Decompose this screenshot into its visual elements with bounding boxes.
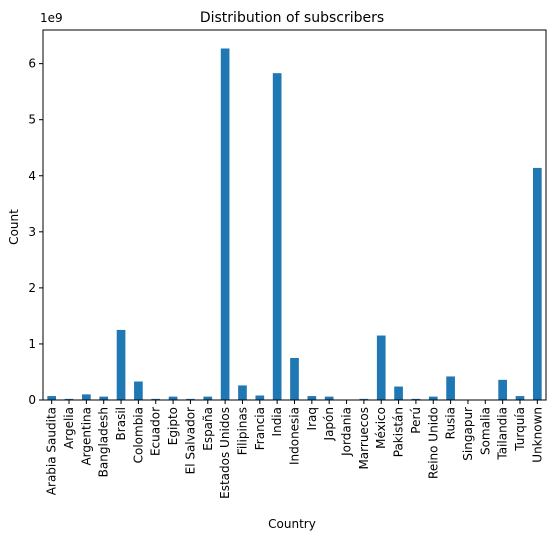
bar — [168, 396, 178, 400]
y-axis-label: Count — [7, 209, 21, 245]
chart-marks: 0 1 2 3 4 5 6 Arabia Saudita Argelia Argentina Ban… — [28, 48, 544, 499]
x-tick-label: Perú — [409, 407, 423, 434]
x-tick-label: Argelia — [62, 407, 76, 449]
bar — [203, 396, 213, 400]
bar — [238, 385, 247, 400]
bar — [428, 396, 438, 400]
bar — [272, 73, 282, 401]
bar — [498, 379, 507, 400]
x-tick-label: México — [374, 407, 388, 449]
x-tick-label: Pakistán — [392, 407, 406, 457]
x-tick-label: Arabia Saudita — [45, 407, 59, 495]
y-tick-label: 6 — [28, 57, 36, 71]
bar — [324, 396, 334, 400]
bar — [376, 335, 386, 400]
bar — [446, 376, 455, 400]
x-tick-label: Reino Unido — [426, 407, 440, 479]
x-tick-label: Francia — [253, 407, 267, 450]
bar — [411, 398, 421, 400]
x-tick-label: Colombia — [131, 407, 145, 463]
bar — [532, 167, 542, 400]
plot-frame — [42, 29, 547, 401]
x-tick-label: España — [201, 407, 215, 451]
bar — [394, 386, 403, 400]
x-tick-label: Argentina — [79, 407, 93, 466]
bar — [307, 396, 317, 400]
y-tick-label: 3 — [28, 225, 36, 239]
x-tick-label: Rusia — [444, 407, 458, 439]
y-multiplier-label: 1e9 — [40, 11, 63, 25]
x-tick-label: Estados Unidos — [218, 407, 232, 499]
y-tick-label: 2 — [28, 281, 36, 295]
bar — [151, 398, 161, 400]
x-tick-label: Iraq — [305, 407, 319, 430]
bar — [290, 357, 299, 400]
bar — [359, 398, 369, 400]
x-tick-label: El Salvador — [183, 407, 197, 474]
y-tick-label: 5 — [28, 113, 36, 127]
x-tick-label: Indonesia — [288, 407, 302, 465]
x-tick-label: Bangladesh — [97, 407, 111, 477]
x-tick-label: Ecuador — [149, 407, 163, 456]
x-tick-label: Singapur — [461, 407, 475, 461]
y-tick-label: 4 — [28, 169, 36, 183]
y-tick-label: 0 — [28, 393, 36, 407]
x-tick-label: Japón — [322, 407, 336, 441]
x-tick-label: Jordania — [340, 407, 354, 457]
bar — [82, 394, 91, 400]
x-tick-label: Brasil — [114, 407, 128, 440]
bar — [134, 381, 143, 400]
bar — [186, 398, 195, 400]
x-tick-label: India — [270, 407, 284, 436]
bar — [99, 396, 109, 400]
x-tick-label: Egipto — [166, 407, 180, 445]
y-tick-label: 1 — [28, 337, 36, 351]
bar — [116, 329, 126, 400]
bar — [47, 396, 57, 400]
x-tick-label: Filipinas — [235, 407, 249, 455]
chart-title: Distribution of subscribers — [200, 10, 384, 26]
bar — [64, 398, 74, 400]
x-tick-label: Turquía — [513, 407, 527, 452]
bar — [515, 396, 525, 400]
x-axis-label: Country — [268, 517, 316, 531]
x-tick-label: Unknown — [530, 407, 544, 463]
x-tick-label: Tailandia — [496, 407, 510, 461]
x-tick-label: Marruecos — [357, 407, 371, 470]
bar — [220, 48, 230, 400]
x-tick-label: Somalia — [478, 407, 492, 455]
bar — [255, 395, 265, 400]
